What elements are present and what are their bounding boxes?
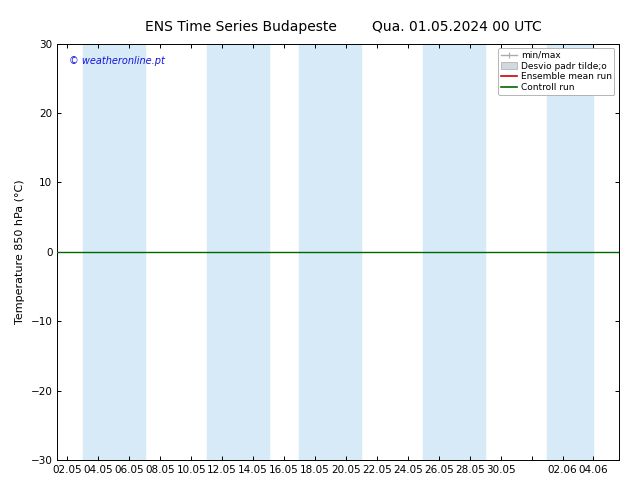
- Bar: [424, 44, 485, 460]
- Bar: [83, 44, 145, 460]
- Text: © weatheronline.pt: © weatheronline.pt: [68, 56, 164, 66]
- Text: Qua. 01.05.2024 00 UTC: Qua. 01.05.2024 00 UTC: [372, 20, 541, 34]
- Bar: [547, 44, 593, 460]
- Legend: min/max, Desvio padr tilde;o, Ensemble mean run, Controll run: min/max, Desvio padr tilde;o, Ensemble m…: [498, 48, 614, 95]
- Y-axis label: Temperature 850 hPa (°C): Temperature 850 hPa (°C): [15, 179, 25, 324]
- Bar: [299, 44, 361, 460]
- Bar: [207, 44, 269, 460]
- Text: ENS Time Series Budapeste: ENS Time Series Budapeste: [145, 20, 337, 34]
